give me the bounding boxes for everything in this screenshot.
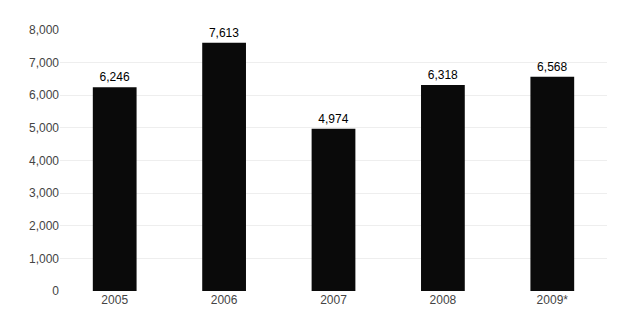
svg-text:2,000: 2,000 (29, 219, 59, 233)
svg-text:7,000: 7,000 (29, 56, 59, 70)
svg-text:6,246: 6,246 (100, 70, 130, 84)
svg-text:7,613: 7,613 (209, 26, 239, 40)
svg-text:1,000: 1,000 (29, 252, 59, 266)
svg-text:2006: 2006 (211, 293, 238, 307)
svg-text:4,000: 4,000 (29, 154, 59, 168)
svg-text:2009*: 2009* (537, 293, 569, 307)
svg-text:6,000: 6,000 (29, 88, 59, 102)
svg-text:8,000: 8,000 (29, 23, 59, 37)
svg-text:6,568: 6,568 (537, 60, 567, 74)
svg-text:0: 0 (52, 284, 59, 298)
svg-text:5,000: 5,000 (29, 121, 59, 135)
svg-text:4,974: 4,974 (318, 112, 348, 126)
svg-text:3,000: 3,000 (29, 186, 59, 200)
svg-text:2007: 2007 (320, 293, 347, 307)
svg-text:2008: 2008 (430, 293, 457, 307)
svg-text:2005: 2005 (101, 293, 128, 307)
svg-text:6,318: 6,318 (428, 68, 458, 82)
